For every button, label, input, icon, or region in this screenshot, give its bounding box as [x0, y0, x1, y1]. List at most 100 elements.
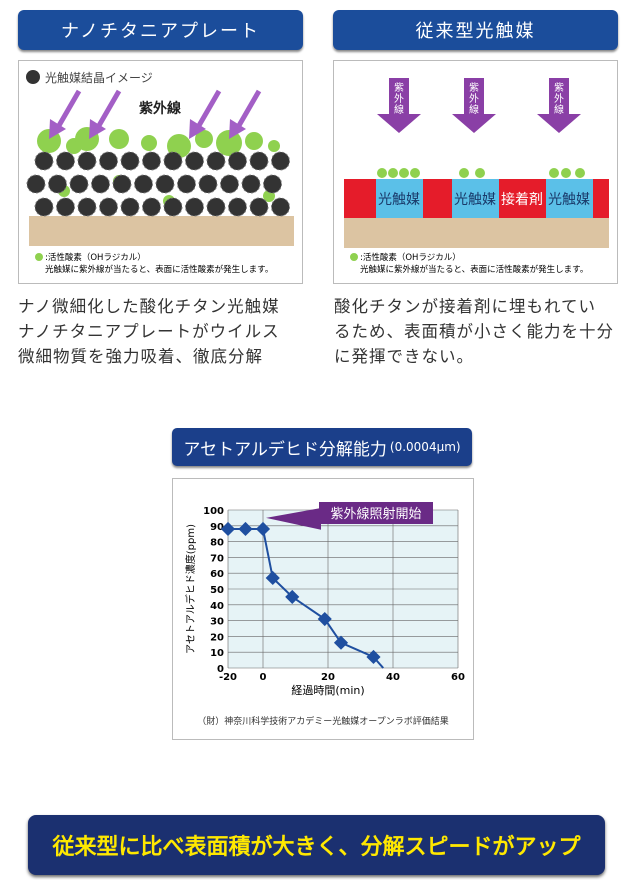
uv-arrow-head: [89, 119, 106, 139]
crystal: [241, 174, 261, 194]
crystal: [56, 151, 75, 171]
oh-radical: [268, 140, 280, 152]
uv-arrow-head: [229, 119, 246, 139]
note-line1: :活性酸素（OHラジカル）: [45, 252, 146, 263]
crystal: [249, 151, 269, 171]
crystal: [142, 151, 161, 171]
y-tick-label: 0: [217, 664, 224, 675]
crystal: [249, 197, 269, 217]
desc-line: ナノチタニアプレートがウイルス: [18, 322, 280, 341]
crystal: [206, 197, 226, 217]
chart-title-unit: (0.0004μm): [389, 440, 461, 454]
uv-arrow-head: [452, 114, 496, 133]
uv-arrow-head: [49, 119, 66, 139]
crystal: [77, 151, 97, 171]
crystal: [91, 174, 110, 194]
y-tick-label: 100: [203, 506, 224, 517]
oh-radical: [109, 129, 129, 149]
crystal: [48, 174, 67, 194]
data-point: [333, 635, 349, 650]
uv-arrow: [549, 78, 569, 114]
nanotitania-illustration: 光触媒結晶イメージ 紫外線 :活性酸素（OHラジカル） 光触媒に紫外線が当たると…: [18, 60, 303, 284]
adhesive-label: 接着剤: [501, 191, 543, 208]
crystal: [206, 151, 226, 171]
crystal: [99, 151, 118, 171]
photocatalyst-label: 光触媒: [548, 192, 590, 208]
uv-arrow: [389, 78, 409, 114]
desc-line: 酸化チタンが接着剤に埋もれてい: [334, 297, 597, 316]
photocatalyst-block: [376, 179, 423, 218]
uv-arrow-head: [189, 119, 206, 139]
photocatalyst-label: 光触媒: [454, 192, 496, 208]
crystals: [26, 151, 290, 217]
annotation-text: 紫外線照射開始: [330, 506, 421, 522]
crystal: [271, 197, 290, 217]
annotation-pointer: [266, 508, 321, 530]
oh-radical: [195, 130, 213, 148]
chart-frame: 0 10 20 30 40 50 60 70 80 90 100 -20 0 20 40 60 経過時間(min…: [172, 478, 474, 740]
summary-banner: 従来型に比べ表面積が大きく、分解スピードがアップ: [28, 815, 605, 875]
y-tick-label: 80: [210, 538, 224, 549]
note-line1: :活性酸素（OHラジカル）: [360, 252, 461, 263]
y-axis-label: アセトアルデヒド濃度(ppm): [184, 524, 197, 654]
y-tick-label: 20: [210, 632, 224, 643]
crystal: [77, 197, 97, 217]
crystal: [198, 174, 218, 194]
conventional-header: 従来型光触媒: [333, 10, 618, 50]
crystal: [271, 151, 290, 171]
crystal: [163, 151, 183, 171]
crystal: [142, 197, 161, 217]
oh-radicals: [377, 168, 585, 178]
crystal: [185, 151, 204, 171]
uv-arrow: [94, 89, 122, 131]
data-point: [317, 611, 332, 627]
crystal-icon: [26, 70, 40, 84]
crystal: [69, 174, 89, 194]
uv-label: 紫外線: [394, 82, 404, 116]
crystal: [163, 197, 183, 217]
crystal: [177, 174, 196, 194]
crystal: [220, 174, 239, 194]
substrate: [344, 218, 609, 248]
desc-line: に発揮できない。: [334, 347, 474, 366]
uv-arrow-head: [377, 114, 421, 133]
crystal: [112, 174, 132, 194]
y-tick-label: 90: [210, 522, 224, 533]
photocatalyst-block: [546, 179, 593, 218]
crystal: [185, 197, 204, 217]
desc-line: 微細物質を強力吸着、徹底分解: [18, 347, 263, 366]
crystal: [34, 197, 54, 217]
crystal: [228, 151, 247, 171]
oh-legend-dot: [350, 253, 358, 261]
crystal: [228, 197, 247, 217]
chart-title-text: アセトアルデヒド分解能力: [183, 439, 387, 460]
uv-label: 紫外線: [469, 82, 479, 116]
uv-arrow-head: [537, 114, 581, 133]
uv-arrow: [234, 89, 262, 131]
y-tick-label: 30: [210, 617, 224, 628]
desc-line: ナノ微細化した酸化チタン光触媒: [18, 297, 280, 316]
crystal: [120, 151, 140, 171]
crystal-diagram: 光触媒結晶イメージ 紫外線 :活性酸素（OHラジカル） 光触媒に紫外線が当たると…: [26, 70, 294, 275]
uv-label: 紫外線: [139, 100, 181, 117]
oh-legend-dot: [35, 253, 43, 261]
nanotitania-header: ナノチタニアプレート: [18, 10, 303, 50]
y-tick-label: 40: [210, 601, 224, 612]
photocatalyst-label: 光触媒: [378, 192, 420, 208]
y-tick-label: 70: [210, 553, 224, 564]
uv-arrow: [194, 89, 222, 131]
oh-radical: [245, 132, 263, 150]
photocatalyst-block: [452, 179, 499, 218]
oh-radical: [263, 190, 275, 202]
oh-radical: [216, 130, 242, 156]
crystal: [26, 174, 46, 194]
uv-arrow: [464, 78, 484, 114]
y-tick-label: 60: [210, 569, 224, 580]
crystal: [263, 174, 282, 194]
uv-arrows: [49, 89, 262, 139]
desc-line: るため、表面積が小さく能力を十分: [334, 322, 614, 341]
y-tick-label: 10: [210, 648, 224, 659]
substrate: [29, 216, 294, 246]
nanotitania-description: ナノ微細化した酸化チタン光触媒 ナノチタニアプレートがウイルス 微細物質を強力吸…: [18, 294, 280, 369]
conventional-illustration: 紫外線 紫外線 紫外線 光触媒 光触媒 接着剤 光触媒 :活性酸素（OHラジカル） …: [333, 60, 618, 284]
